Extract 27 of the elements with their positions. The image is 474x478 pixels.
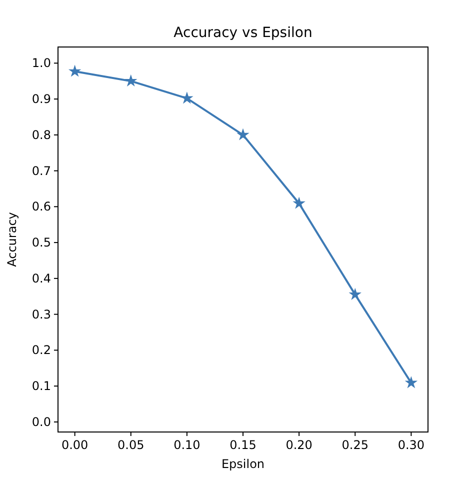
y-tick-label: 0.9 xyxy=(32,92,51,106)
y-axis-title: Accuracy xyxy=(5,212,19,267)
chart-title: Accuracy vs Epsilon xyxy=(174,25,312,41)
point xyxy=(68,64,82,77)
y-tick-label: 0.3 xyxy=(32,307,51,322)
x-tick-label: 0.05 xyxy=(118,438,144,452)
y-tick-label: 0.5 xyxy=(32,236,51,250)
y-tick-label: 0.7 xyxy=(32,164,51,178)
y-tick-label: 0.2 xyxy=(32,343,51,358)
y-tick-label: 0.1 xyxy=(32,379,51,394)
point xyxy=(236,128,250,140)
y-tick-label: 0.0 xyxy=(32,414,51,429)
point xyxy=(292,196,306,209)
x-tick-label: 0.00 xyxy=(61,438,88,452)
y-tick-label: 0.8 xyxy=(32,128,51,142)
point xyxy=(348,288,362,300)
x-tick-label: 0.20 xyxy=(286,438,312,452)
x-axis-title: Epsilon xyxy=(221,457,265,471)
y-tick-label: 0.6 xyxy=(32,200,51,214)
y-tick-label: 1.0 xyxy=(32,56,51,70)
x-tick-label: 0.10 xyxy=(174,438,200,452)
x-tick-label: 0.25 xyxy=(342,438,368,452)
x-tick-label: 0.30 xyxy=(398,438,425,452)
x-tick-label: 0.15 xyxy=(230,438,256,452)
point xyxy=(404,376,418,388)
y-tick-label: 0.4 xyxy=(32,271,51,286)
point xyxy=(124,74,138,86)
